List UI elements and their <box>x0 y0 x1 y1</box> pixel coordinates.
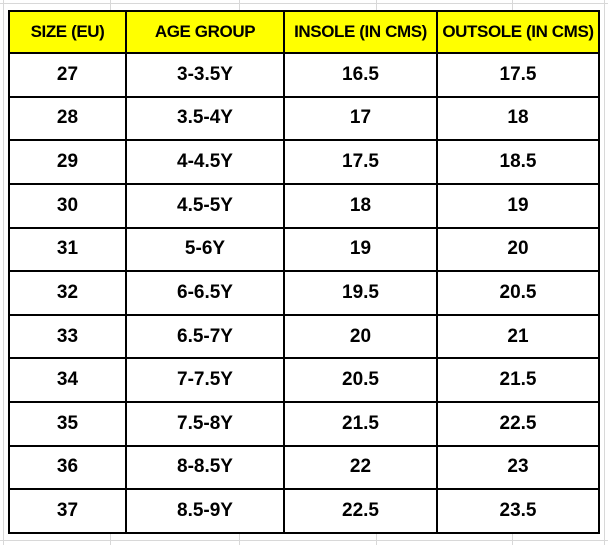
cell-insole: 20 <box>283 313 438 360</box>
cell-age: 7-7.5Y <box>125 357 285 403</box>
cell-size: 33 <box>8 313 127 360</box>
cell-age: 3-3.5Y <box>125 52 285 98</box>
cell-size: 36 <box>8 444 127 491</box>
table-row: 30 4.5-5Y 18 19 <box>8 182 600 229</box>
table-row: 29 4-4.5Y 17.5 18.5 <box>8 139 600 185</box>
cell-size: 28 <box>8 95 127 142</box>
background-gridline-vertical <box>604 0 605 545</box>
cell-age: 8-8.5Y <box>125 444 285 491</box>
cell-size: 37 <box>8 488 127 534</box>
cell-insole: 18 <box>283 182 438 229</box>
table-row: 32 6-6.5Y 19.5 20.5 <box>8 270 600 316</box>
cell-insole: 19.5 <box>283 270 438 316</box>
table-row: 27 3-3.5Y 16.5 17.5 <box>8 52 600 98</box>
column-header-size-eu: SIZE (EU) <box>8 10 127 54</box>
table-row: 33 6.5-7Y 20 21 <box>8 313 600 360</box>
cell-age: 3.5-4Y <box>125 95 285 142</box>
table-row: 37 8.5-9Y 22.5 23.5 <box>8 488 600 534</box>
cell-outsole: 23 <box>436 444 600 491</box>
column-header-insole: INSOLE (IN CMS) <box>283 10 438 54</box>
cell-age: 6-6.5Y <box>125 270 285 316</box>
cell-insole: 17.5 <box>283 139 438 185</box>
column-header-age-group: AGE GROUP <box>125 10 285 54</box>
cell-age: 5-6Y <box>125 226 285 273</box>
cell-age: 6.5-7Y <box>125 313 285 360</box>
column-header-outsole: OUTSOLE (IN CMS) <box>436 10 600 54</box>
table-row: 34 7-7.5Y 20.5 21.5 <box>8 357 600 403</box>
cell-insole: 17 <box>283 95 438 142</box>
cell-outsole: 18 <box>436 95 600 142</box>
cell-size: 31 <box>8 226 127 273</box>
table-row: 31 5-6Y 19 20 <box>8 226 600 273</box>
cell-outsole: 20 <box>436 226 600 273</box>
cell-insole: 16.5 <box>283 52 438 98</box>
cell-outsole: 20.5 <box>436 270 600 316</box>
cell-age: 8.5-9Y <box>125 488 285 534</box>
cell-outsole: 19 <box>436 182 600 229</box>
cell-age: 4-4.5Y <box>125 139 285 185</box>
cell-size: 35 <box>8 401 127 447</box>
cell-outsole: 17.5 <box>436 52 600 98</box>
cell-insole: 22 <box>283 444 438 491</box>
size-chart-table: SIZE (EU) AGE GROUP INSOLE (IN CMS) OUTS… <box>8 10 600 534</box>
cell-size: 29 <box>8 139 127 185</box>
cell-age: 7.5-8Y <box>125 401 285 447</box>
cell-insole: 21.5 <box>283 401 438 447</box>
cell-outsole: 23.5 <box>436 488 600 534</box>
cell-age: 4.5-5Y <box>125 182 285 229</box>
cell-size: 34 <box>8 357 127 403</box>
background-gridline-horizontal <box>0 3 608 4</box>
cell-outsole: 21 <box>436 313 600 360</box>
background-gridline-vertical <box>3 0 4 545</box>
header-row: SIZE (EU) AGE GROUP INSOLE (IN CMS) OUTS… <box>8 10 600 54</box>
cell-size: 27 <box>8 52 127 98</box>
cell-size: 30 <box>8 182 127 229</box>
cell-insole: 22.5 <box>283 488 438 534</box>
table-row: 28 3.5-4Y 17 18 <box>8 95 600 142</box>
cell-outsole: 22.5 <box>436 401 600 447</box>
cell-outsole: 18.5 <box>436 139 600 185</box>
background-gridline-horizontal <box>0 540 608 541</box>
cell-outsole: 21.5 <box>436 357 600 403</box>
cell-insole: 19 <box>283 226 438 273</box>
cell-size: 32 <box>8 270 127 316</box>
cell-insole: 20.5 <box>283 357 438 403</box>
table-row: 35 7.5-8Y 21.5 22.5 <box>8 401 600 447</box>
table-row: 36 8-8.5Y 22 23 <box>8 444 600 491</box>
